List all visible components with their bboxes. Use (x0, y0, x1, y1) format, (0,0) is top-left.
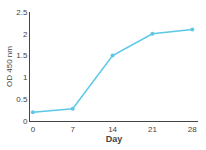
svg-text:14: 14 (108, 125, 117, 134)
svg-text:7: 7 (70, 125, 75, 134)
svg-text:0: 0 (23, 117, 28, 126)
svg-text:21: 21 (148, 125, 157, 134)
svg-text:1.5: 1.5 (16, 51, 28, 60)
svg-text:0.5: 0.5 (16, 95, 28, 104)
svg-text:0: 0 (31, 125, 36, 134)
svg-text:2: 2 (23, 30, 28, 39)
svg-text:28: 28 (188, 125, 197, 134)
svg-text:1: 1 (23, 73, 28, 82)
svg-text:2.5: 2.5 (16, 8, 28, 17)
svg-text:Day: Day (106, 134, 123, 144)
svg-text:OD 450 nm: OD 450 nm (5, 46, 14, 87)
